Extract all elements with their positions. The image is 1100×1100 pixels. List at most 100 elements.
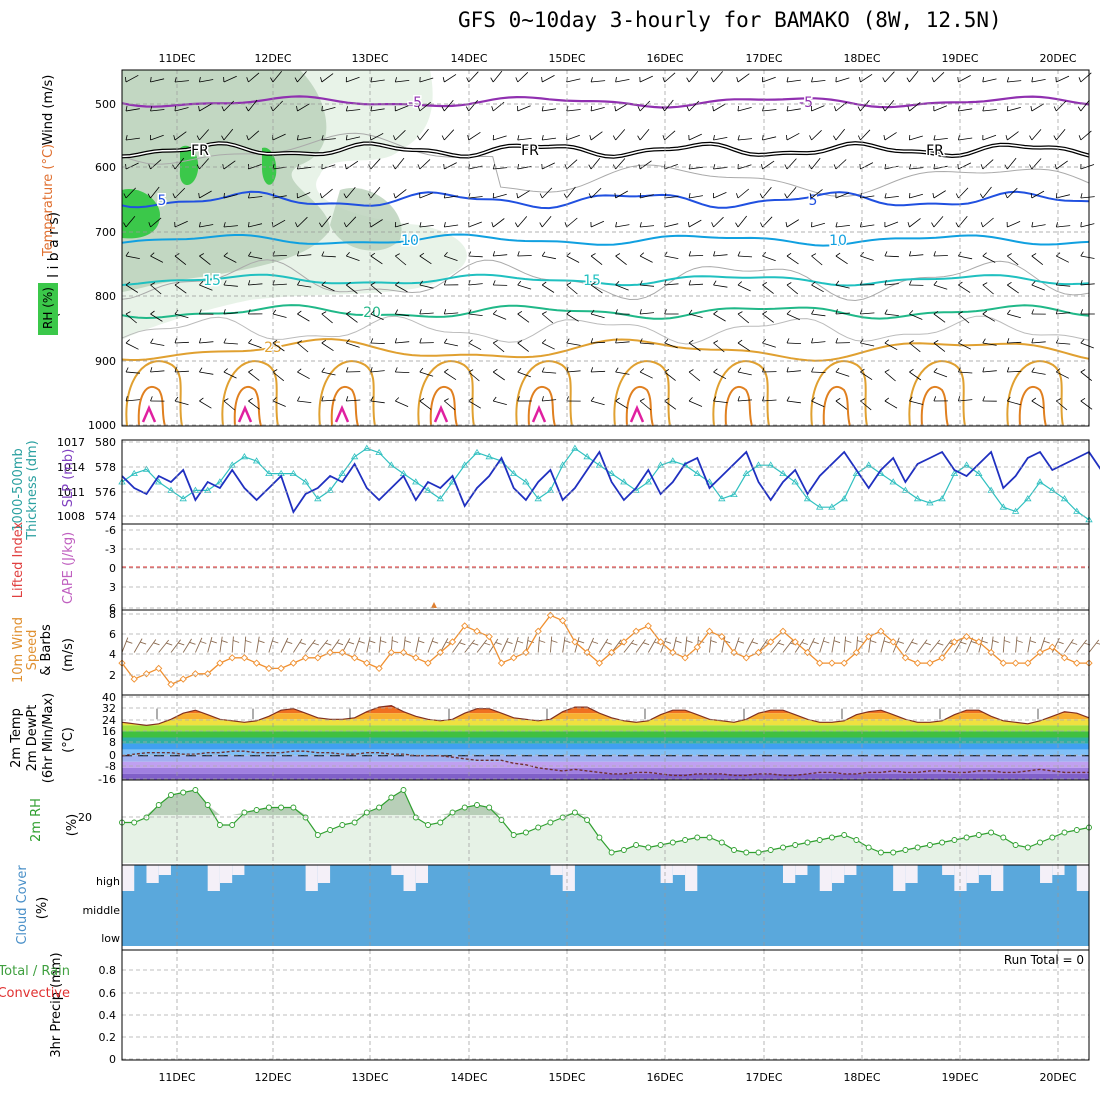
cloud-gap-27 [991,865,1004,891]
slp-point [962,461,971,468]
slp-point [142,465,151,472]
slp-point [203,486,212,493]
isotherm-minus5 [121,95,1090,109]
rh2m-point [180,789,187,796]
tick-stability-3: 3 [109,581,116,594]
slp-point [424,486,432,493]
tick-wind10m-2: 4 [109,648,116,661]
cloud-gap-11 [550,865,563,875]
wind10m-point [399,648,408,657]
slp-point [485,453,493,460]
slp-point [583,453,591,460]
rh2m-point [241,809,248,816]
cloud-gap-5 [232,865,245,875]
isotherm-30-loop-2 [318,360,376,427]
isotherm-30-loop-3 [417,360,475,427]
isotherm-5 [121,190,1090,210]
isotherm-40-loop-2 [334,404,350,423]
rh2m-point [669,839,676,846]
cloud-gap-8 [391,865,404,875]
rh2m-point [1061,829,1068,836]
cloud-gap-23 [942,865,955,875]
cloud-gap-19 [831,865,845,883]
panel-frame-precip [121,949,1090,1061]
date-bottom-20DEC: 20DEC [1039,1071,1076,1084]
rh2m-area-high [122,790,1089,815]
wind10m-point [791,638,799,646]
rh2m-point [535,824,542,831]
wind10m-point [767,638,775,646]
rh2m-point [620,847,627,853]
slp-point [975,469,983,476]
tick-thickness-0: 1017 [57,436,85,449]
thickness-line [121,450,1100,514]
rh2m-point [376,804,383,811]
wind10m-point [595,659,604,667]
wind10m-point [326,648,334,657]
tick-wind10m-1: 6 [109,628,116,641]
rh2m-point [902,847,909,853]
isotherm-40-loop-4 [531,404,547,423]
date-bottom-12DEC: 12DEC [254,1071,291,1084]
slp-point [938,495,946,502]
rh2m-point [290,804,297,811]
isotherm-40-loop-3 [433,404,449,423]
wind10m-point [277,664,285,673]
rh2m-point [571,809,578,816]
rh2m-point [498,817,505,823]
wind10m-point [191,670,200,678]
rh-contour-3 [121,315,1090,345]
rh2m-point [363,809,370,816]
wind10m-point [718,632,726,641]
rh2m-point [449,809,456,816]
cape-marker [431,602,437,608]
rh2m-point [951,837,958,843]
isotherm-freezing-inner [121,142,1090,158]
slp-point [766,461,775,468]
wind10m-point [681,654,689,662]
slp-point [338,469,347,476]
upper-rh-label: RH (%) [41,287,55,329]
cloud-gap-13 [660,865,673,883]
tick-stability-1: -3 [105,543,116,556]
rh2m-point [155,802,162,808]
rh2m-point [816,837,823,843]
wind10m-point [742,654,750,662]
slp-point [558,461,567,468]
wind10m-point [424,659,432,667]
rh2m-point [265,804,272,811]
upper-wind-label: Wind (m/s) [41,75,56,146]
cloud-gap-1 [146,865,159,883]
isotherm-35-loop-3 [429,385,458,427]
slp-point [363,444,371,451]
isotherm-30-loop-7 [810,360,868,427]
wind10m-point [938,654,946,662]
slp-point [154,478,163,485]
rh2m-point [657,842,664,848]
tick-rh2m-0: 20 [78,811,92,824]
wind10m-point [962,632,971,641]
rh2m-point [853,837,860,843]
rh2m-point [792,842,799,848]
tick-temp2m-6: -8 [105,760,116,773]
tick-thickness-3: 1008 [57,510,85,523]
slp-point [926,499,934,506]
wind10m-point [950,638,959,646]
cloud-gap-18 [819,865,832,891]
temp2m-line [121,704,1090,727]
slp-point [864,461,873,468]
cloud-unit: (%) [35,897,50,920]
tick-thickness-1: 1014 [57,461,85,474]
rh2m-point [1049,834,1056,841]
cloud-gap-7 [317,865,331,883]
rh2m-point [314,832,321,838]
wind10m-point [620,638,628,646]
slp-point [436,495,445,502]
wind10m-point [571,638,579,646]
cloud-label: Cloud Cover [15,865,30,945]
wind10m-point [559,616,567,625]
tick-temp2m-2: 24 [102,714,116,727]
cloud-gap-9 [403,865,416,891]
wind10m-series [118,611,1093,689]
cloud-gap-16 [782,865,796,883]
